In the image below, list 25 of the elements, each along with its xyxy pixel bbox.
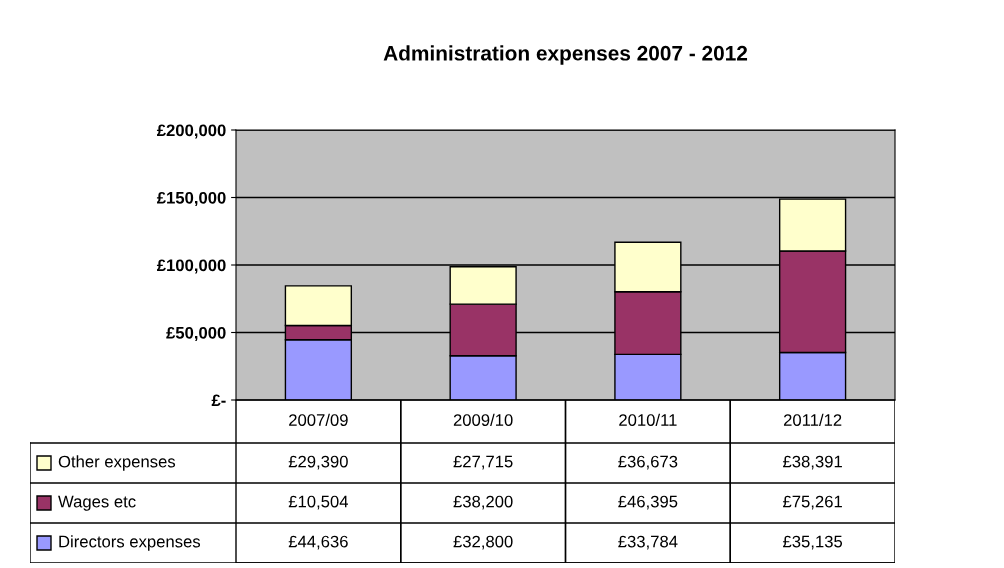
data-label: £46,395: [618, 495, 678, 510]
data-label: £29,390: [288, 455, 348, 470]
data-label: £35,135: [782, 535, 843, 550]
legend-label: Directors expenses: [59, 535, 201, 551]
data-label: £32,800: [453, 535, 513, 550]
data-label: £33,784: [618, 535, 678, 550]
x-tick-label: 2007/09: [289, 413, 348, 426]
y-tick-label: £50,000: [166, 326, 226, 342]
y-tick-label: £200,000: [156, 124, 226, 139]
data-label: £36,673: [618, 455, 678, 470]
x-tick-label: 2010/11: [619, 413, 677, 426]
y-tick-label: £100,000: [156, 259, 226, 274]
data-label: £38,200: [453, 495, 513, 510]
x-tick-label: 2011/12: [783, 413, 842, 426]
data-label: £75,261: [782, 495, 842, 510]
chart-title: Administration expenses 2007 - 2012: [383, 45, 748, 65]
legend-label: Other expenses: [58, 455, 176, 471]
legend-label: Wages etc: [58, 495, 136, 511]
y-tick-label: £-: [211, 394, 226, 407]
x-tick-label: 2009/10: [453, 413, 513, 426]
data-label: £38,391: [782, 455, 842, 470]
data-label: £27,715: [453, 455, 513, 470]
data-label: £44,636: [288, 535, 348, 550]
data-label: £10,504: [288, 495, 349, 510]
y-tick-label: £150,000: [156, 191, 226, 207]
